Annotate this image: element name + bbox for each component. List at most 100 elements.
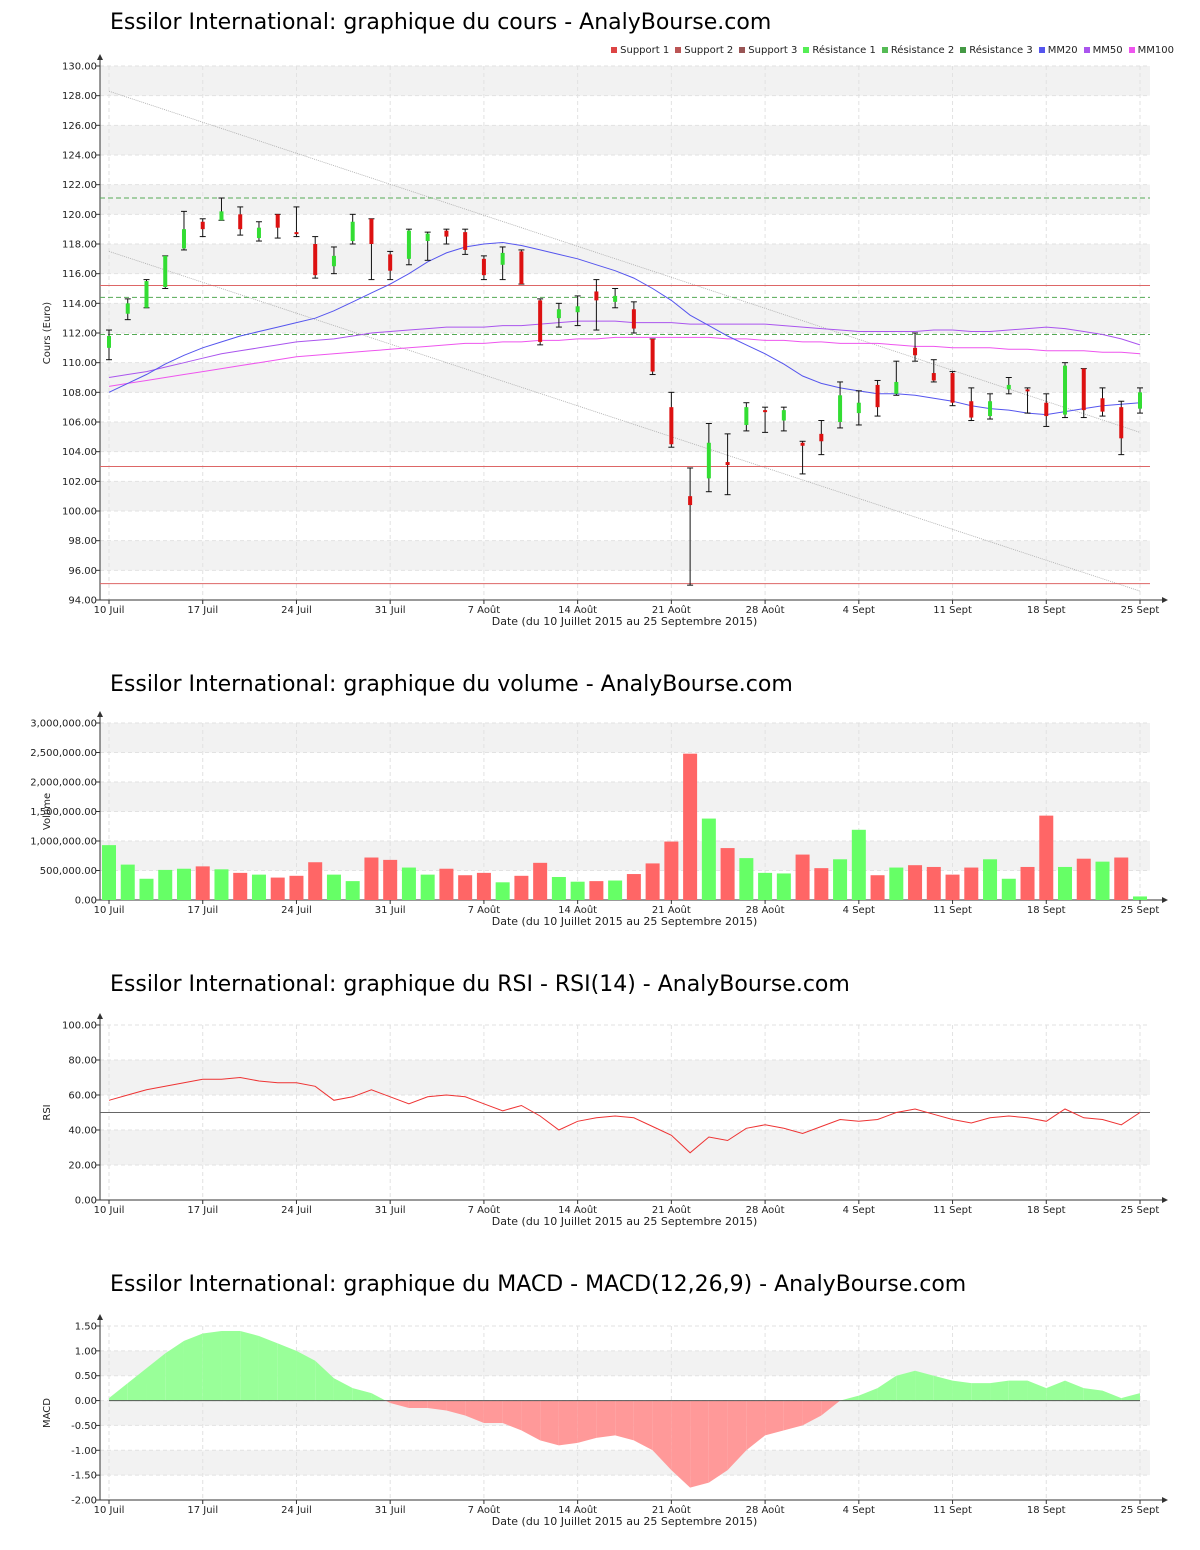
candle [124,298,131,321]
macd-segment [202,1330,222,1401]
candle [255,221,262,242]
candle-body [894,381,899,394]
candle-body [763,410,768,413]
candle [705,422,712,493]
candle [180,210,187,251]
x-tick-label: 4 Sept [843,1205,875,1216]
y-tick-label: 3,000,000.00 [30,719,97,730]
background-band [100,723,1150,753]
candle [987,393,994,420]
legend-label: Résistance 2 [890,45,955,56]
candle [143,279,150,309]
candle-body [219,211,224,221]
x-tick-label: 11 Sept [933,605,972,616]
y-tick-label: 120.00 [62,210,97,221]
candle-body [181,229,186,249]
candle [593,279,600,331]
rsi-line [108,1076,1141,1154]
x-tick-label: 17 Juil [187,1505,218,1516]
x-tick-label: 7 Août [468,1204,501,1216]
legend-label: Résistance 1 [812,45,876,56]
macd-segment [1121,1393,1140,1401]
rsi-panel: Essilor International: graphique du RSI … [0,950,1200,1250]
volume-bar [664,841,679,900]
y-tick-label: 1,000,000.00 [30,837,97,848]
y-tick-label: 108.00 [62,388,97,399]
x-tick-label: 25 Sept [1121,605,1160,616]
candle-body [256,227,261,239]
macd-segment [296,1350,316,1401]
candle [612,288,619,309]
macd-segment [146,1353,166,1401]
candle-body [931,373,936,381]
background-band [100,422,1150,452]
x-tick-label: 17 Juil [187,1205,218,1216]
volume-bar [176,868,191,900]
y-tick-label: 104.00 [62,447,97,458]
macd-segment [652,1400,672,1471]
y-tick-label: 60.00 [68,1091,97,1102]
y-tick-label: -0.50 [71,1421,97,1432]
y-tick-label: 112.00 [62,329,97,340]
candle-body [275,214,280,228]
x-axis-arrow [1162,597,1168,603]
volume-bar [833,859,848,900]
x-tick-label: 31 Juil [375,1205,406,1216]
candle [424,231,431,261]
background-band [100,184,1150,215]
volume-bar [364,857,379,900]
y-tick-label: 0.00 [75,1396,97,1407]
y-tick-label: 110.00 [62,358,97,369]
macd-segment [1027,1380,1047,1401]
trend-line [108,251,1141,592]
legend-label: Support 2 [684,45,734,56]
candle [818,420,825,456]
background-band [100,841,1150,871]
y-tick-label: 2,000,000.00 [30,778,97,789]
macd-segment [427,1400,447,1411]
volume-bar [814,868,829,900]
candle [1118,400,1125,456]
macd-segment [633,1400,653,1451]
y-axis-arrow [97,1013,103,1019]
volume-bar [1114,857,1129,900]
x-tick-label: 17 Juil [187,905,218,916]
candle [1137,387,1143,414]
macd-segment [1102,1390,1122,1401]
x-tick-label: 24 Juil [281,605,312,616]
volume-bar [570,881,585,900]
volume-bar [120,864,135,900]
y-axis-label: MACD [42,1398,53,1428]
macd-segment [465,1400,484,1423]
candle-body [406,230,411,259]
macd-segment [446,1400,466,1416]
candle-body [781,410,786,421]
x-tick-label: 18 Sept [1027,605,1066,616]
x-axis-arrow [1162,897,1168,903]
x-tick-label: 18 Sept [1027,1505,1066,1516]
candle [930,359,937,383]
candle [218,197,225,221]
x-tick-label: 10 Juil [94,1505,125,1516]
candle-body [519,251,524,285]
candle [162,255,169,289]
x-axis-arrow [1162,1197,1168,1203]
x-tick-label: 4 Sept [843,905,875,916]
macd-segment [990,1380,1009,1401]
candle-body [744,407,749,425]
macd-chart: -2.00 -1.50 -1.00 -0.50 0.00 0.50 1.00 1.50 10 J… [42,1314,1168,1528]
candle-body [650,338,655,372]
legend-item: Support 2 [675,45,733,56]
candle [462,228,469,255]
macd-segment [540,1400,559,1446]
candle-body [294,232,299,235]
macd-segment [352,1388,372,1401]
volume-bar [439,868,454,900]
x-tick-label: 14 Août [558,1504,597,1516]
legend-swatch [803,47,810,53]
y-tick-label: 94.00 [68,596,97,607]
volume-bar [195,866,210,900]
volume-bar [551,876,566,900]
candle-body [444,230,449,237]
volume-bar [158,869,173,900]
